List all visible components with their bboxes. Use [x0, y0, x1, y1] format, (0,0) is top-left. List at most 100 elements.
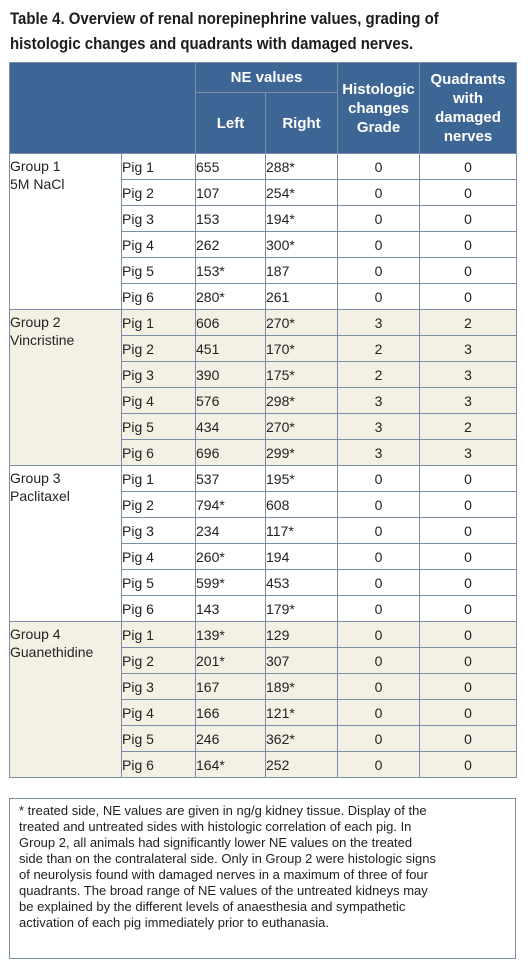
table-row: Pig 3 153 194* 0 0 — [10, 205, 517, 232]
header-quadrants-line-2: with — [453, 90, 483, 107]
ne-left-cell: 262 — [195, 231, 266, 258]
table-row: Group 4 Guanethidine Pig 1 139* 129 0 0 — [9, 621, 517, 778]
histologic-grade-cell: 2 — [337, 361, 420, 388]
ne-right-cell: 362* — [265, 725, 338, 752]
pig-cell: Pig 3 — [121, 673, 196, 700]
histologic-grade-cell: 0 — [337, 231, 420, 258]
histologic-grade-cell: 0 — [337, 283, 420, 310]
group-name-line: Group 4 — [10, 626, 61, 642]
footnote-line: activation of each pig immediately prior… — [19, 915, 330, 930]
histologic-grade-cell: 0 — [337, 491, 420, 518]
histologic-grade-cell: 0 — [337, 179, 420, 206]
quadrants-cell: 0 — [419, 231, 517, 258]
histologic-grade-cell: 2 — [337, 335, 420, 362]
ne-right-cell: 299* — [265, 439, 338, 466]
pig-cell: Pig 3 — [121, 205, 196, 232]
table-row: Pig 3 167 189* 0 0 — [10, 673, 517, 700]
pig-cell: Pig 6 — [121, 439, 196, 466]
ne-right-cell: 121* — [265, 699, 338, 726]
table-row: Pig 2 107 254* 0 0 — [10, 179, 517, 206]
quadrants-cell: 0 — [419, 725, 517, 752]
header-quadrants-line-1: Quadrants — [430, 71, 506, 88]
quadrants-cell: 0 — [419, 569, 517, 596]
ne-left-cell: 537 — [195, 465, 266, 492]
footnote-line: of neurolysis found with damaged nerves … — [19, 867, 428, 882]
table-row: Group 3 Paclitaxel Pig 1 537 195* 0 0 — [9, 465, 517, 622]
table-row: Pig 3 234 117* 0 0 — [10, 517, 517, 544]
quadrants-cell: 0 — [419, 465, 517, 492]
header-quadrants-line-4: nerves — [443, 128, 493, 145]
quadrants-cell: 0 — [419, 751, 517, 778]
pig-cell: Pig 2 — [121, 647, 196, 674]
pig-cell: Pig 4 — [121, 543, 196, 570]
quadrants-cell: 0 — [419, 621, 517, 648]
histologic-grade-cell: 0 — [337, 569, 420, 596]
table-row: Pig 5 599* 453 0 0 — [10, 569, 517, 596]
ne-left-cell: 166 — [195, 699, 266, 726]
pig-cell: Pig 4 — [121, 387, 196, 414]
quadrants-cell: 0 — [419, 543, 517, 570]
ne-left-cell: 390 — [195, 361, 266, 388]
table-row: Pig 5 153* 187 0 0 — [10, 257, 517, 284]
table-title: Table 4. Overview of renal norepinephrin… — [10, 6, 459, 56]
footnote-line: * treated side, NE values are given in n… — [19, 803, 427, 818]
table-row: Pig 6 164* 252 0 0 — [10, 751, 517, 778]
histologic-grade-cell: 0 — [337, 673, 420, 700]
pig-cell: Pig 3 — [121, 361, 196, 388]
pig-cell: Pig 5 — [121, 413, 196, 440]
footnote-line: be explained by the different levels of … — [19, 899, 406, 914]
group-name-line: 5M NaCl — [10, 176, 65, 192]
table-row: Pig 4 576 298* 3 3 — [10, 387, 517, 414]
header-quadrants-damaged: Quadrants with damaged nerves — [419, 62, 517, 154]
pig-cell: Pig 1 — [121, 309, 196, 336]
pig-cell: Pig 6 — [121, 751, 196, 778]
ne-right-cell: 175* — [265, 361, 338, 388]
table-row: Pig 4 166 121* 0 0 — [10, 699, 517, 726]
ne-left-cell: 167 — [195, 673, 266, 700]
pig-cell: Pig 5 — [121, 569, 196, 596]
quadrants-cell: 0 — [419, 491, 517, 518]
table-title-line-2: histologic changes and quadrants with da… — [10, 34, 414, 53]
ne-left-cell: 234 — [195, 517, 266, 544]
table-row: Pig 2 794* 608 0 0 — [10, 491, 517, 518]
quadrants-cell: 0 — [419, 179, 517, 206]
histologic-grade-cell: 3 — [337, 387, 420, 414]
quadrants-cell: 3 — [419, 335, 517, 362]
histologic-grade-cell: 0 — [337, 621, 420, 648]
group-name-line: Group 3 — [10, 470, 61, 486]
quadrants-cell: 0 — [419, 595, 517, 622]
quadrants-cell: 0 — [419, 699, 517, 726]
histologic-grade-cell: 0 — [337, 595, 420, 622]
pig-cell: Pig 1 — [121, 465, 196, 492]
quadrants-cell: 3 — [419, 361, 517, 388]
footnote-line: quadrants. The broad range of NE values … — [19, 883, 428, 898]
histologic-grade-cell: 0 — [337, 465, 420, 492]
quadrants-cell: 0 — [419, 153, 517, 180]
ne-left-cell: 201* — [195, 647, 266, 674]
histologic-grade-cell: 0 — [337, 153, 420, 180]
ne-left-cell: 143 — [195, 595, 266, 622]
ne-right-cell: 307 — [265, 647, 338, 674]
table-row: Pig 6 143 179* 0 0 — [10, 595, 517, 622]
ne-right-cell: 170* — [265, 335, 338, 362]
quadrants-cell: 2 — [419, 413, 517, 440]
ne-right-cell: 608 — [265, 491, 338, 518]
group-name-cell: Group 1 5M NaCl — [9, 153, 122, 310]
ne-right-cell: 453 — [265, 569, 338, 596]
header-histologic-line-1: Histologic — [342, 80, 415, 98]
header-histologic-line-2: changes — [348, 99, 409, 117]
table-row: Pig 6 280* 261 0 0 — [10, 283, 517, 310]
table-row: Group 2 Vincristine Pig 1 606 270* 3 2 — [9, 309, 517, 466]
ne-right-cell: 252 — [265, 751, 338, 778]
pig-cell: Pig 5 — [121, 257, 196, 284]
ne-right-cell: 195* — [265, 465, 338, 492]
ne-left-cell: 599* — [195, 569, 266, 596]
table-row: Group 1 5M NaCl Pig 1 655 288* 0 0 — [9, 153, 517, 310]
pig-cell: Pig 6 — [121, 283, 196, 310]
ne-left-cell: 153* — [195, 257, 266, 284]
pig-cell: Pig 1 — [121, 153, 196, 180]
ne-left-cell: 451 — [195, 335, 266, 362]
ne-left-cell: 164* — [195, 751, 266, 778]
quadrants-cell: 0 — [419, 205, 517, 232]
ne-right-cell: 298* — [265, 387, 338, 414]
